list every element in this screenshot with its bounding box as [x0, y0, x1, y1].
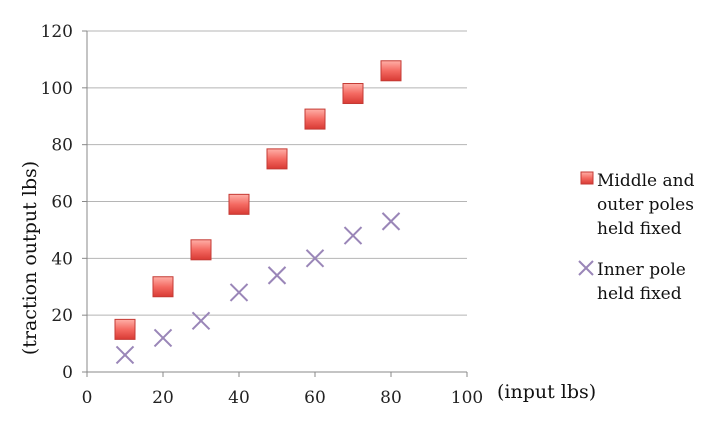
- data-point-series-1: [267, 266, 287, 285]
- data-point-series-0: [152, 276, 174, 298]
- legend-entry: Middle and outer poles held fixed: [580, 171, 695, 239]
- data-point-series-1: [191, 311, 211, 331]
- axes: [82, 30, 468, 377]
- y-tick-label: 100: [41, 79, 73, 99]
- y-tick-label: 60: [51, 193, 73, 213]
- legend-label-line: outer poles: [597, 195, 694, 215]
- data-points: [114, 60, 402, 365]
- x-axis-label: (input lbs): [497, 381, 596, 403]
- data-point-series-0: [304, 108, 326, 130]
- data-point-series-1: [115, 345, 135, 365]
- data-point-series-1: [229, 283, 249, 302]
- data-point-series-1: [305, 249, 325, 268]
- data-point-series-0: [228, 193, 250, 215]
- legend-marker-x: [578, 260, 594, 276]
- x-tick-label: 0: [82, 388, 93, 408]
- y-tick-label: 120: [41, 22, 73, 42]
- data-point-series-0: [190, 239, 212, 261]
- data-point-series-0: [266, 148, 288, 170]
- y-tick-labels: 0 20 40 60 80 100 120: [41, 22, 73, 383]
- x-tick-labels: 0 20 40 60 80 100: [82, 388, 484, 408]
- legend-label-line: held fixed: [597, 284, 682, 304]
- legend-label-line: Middle and: [597, 171, 695, 191]
- x-tick-label: 20: [152, 388, 174, 408]
- x-tick-label: 100: [451, 388, 483, 408]
- data-point-series-1: [381, 212, 401, 231]
- y-tick-label: 0: [62, 363, 73, 383]
- legend-label-line: Inner pole: [597, 260, 686, 280]
- data-point-series-1: [343, 226, 363, 245]
- legend-entry: Inner pole held fixed: [578, 260, 686, 304]
- legend-label-line: held fixed: [597, 219, 682, 239]
- gridlines: [87, 30, 467, 316]
- x-tick-label: 40: [228, 388, 250, 408]
- x-tick-label: 60: [304, 388, 326, 408]
- x-tick-label: 80: [380, 388, 402, 408]
- data-point-series-0: [342, 83, 364, 105]
- y-axis-label: (traction output lbs): [19, 161, 41, 355]
- data-point-series-0: [114, 318, 136, 340]
- legend-marker-square: [580, 171, 594, 185]
- y-tick-label: 40: [51, 249, 73, 269]
- y-tick-label: 80: [51, 136, 73, 156]
- data-point-series-1: [153, 328, 173, 348]
- data-point-series-0: [380, 60, 402, 82]
- y-tick-label: 20: [51, 306, 73, 326]
